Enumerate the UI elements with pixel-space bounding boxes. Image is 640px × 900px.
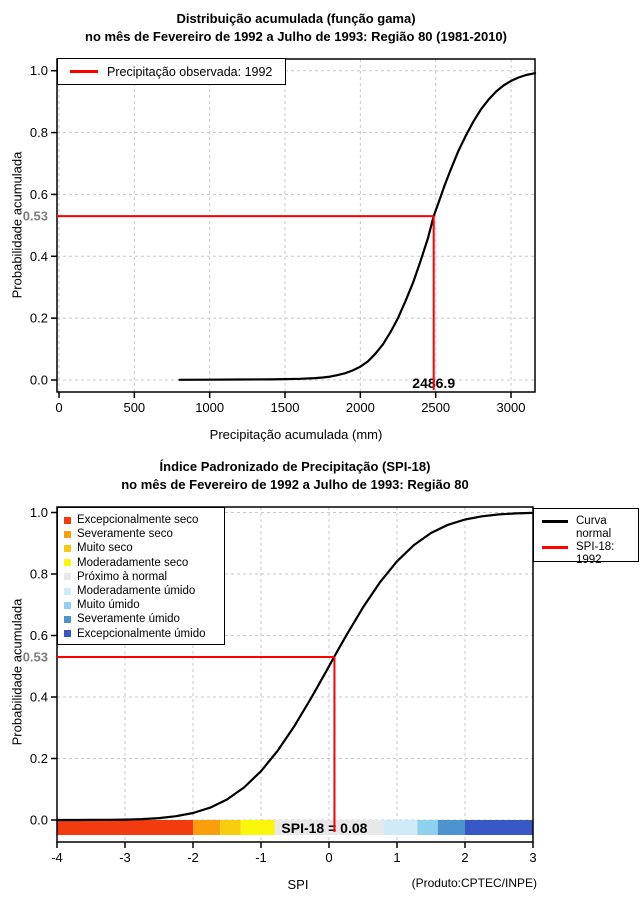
x-tick-label: 1 [393,850,400,865]
x-tick-label: -2 [187,850,199,865]
category-color-swatch [64,601,71,609]
bottom-chart-title: Índice Padronizado de Precipitação (SPI-… [159,459,431,474]
y-tick-label: 0.4 [30,249,48,264]
x-tick-label: 2 [461,850,468,865]
x-tick-label: -1 [255,850,267,865]
spi-line-sample [542,546,568,549]
y-tick-label: 0.2 [30,311,48,326]
y-tick-label: 1.0 [30,505,48,520]
category-label: Moderadamente seco [77,556,189,569]
x-tick-label: 0 [55,400,62,415]
category-color-swatch [64,544,71,552]
category-legend-item: Excepcionalmente seco [64,513,224,527]
category-bar-segment [417,820,438,835]
top-chart-subtitle: no mês de Fevereiro de 1992 a Julho de 1… [85,29,507,44]
y-tick-label: 0.0 [30,373,48,388]
category-bar-segment [240,820,275,835]
category-bar-segment [57,820,193,835]
y-tick-label: 1.0 [30,63,48,78]
normal-curve-sample [542,520,568,523]
category-legend-item: Próximo à normal [64,570,224,584]
spi-categories-legend: Excepcionalmente seco Severamente seco Mui… [57,507,225,645]
category-label: Próximo à normal [77,570,168,583]
bottom-chart-line-legend: Curva normal SPI-18: 1992 [533,508,639,566]
marker-value-annotation: SPI-18 = 0.08 [281,820,367,836]
cdf-curve [55,511,535,822]
top-chart-legend: Precipitação observada: 1992 [57,58,286,85]
category-label: Moderadamente úmido [77,585,196,598]
category-color-swatch [64,559,71,567]
category-legend-item: Severamente seco [64,527,224,541]
y-tick-label: 0.2 [30,751,48,766]
bottom-chart-xlabel: SPI [287,877,309,892]
y-tick-label: 0.8 [30,567,48,582]
probability-marker-label: 0.53 [23,209,48,224]
category-color-swatch [64,630,71,638]
category-color-swatch [64,516,71,524]
category-bar-segment [193,820,221,835]
x-tick-label: 3 [529,850,536,865]
category-bar-segment [437,820,465,835]
top-chart-legend-label: Precipitação observada: 1992 [107,64,273,79]
x-tick-label: -3 [119,850,131,865]
line-legend-item: Curva normal [534,515,638,541]
y-tick-label: 0.6 [30,187,48,202]
line-legend-label: Curva normal [576,515,612,540]
producer-credit: (Produto:CPTEC/INPE) [411,876,537,890]
y-tick-label: 0.8 [30,125,48,140]
category-bar-segment [465,820,533,835]
category-color-swatch [64,615,71,623]
x-tick-label: -4 [51,850,63,865]
x-tick-label: 3000 [497,400,526,415]
category-label: Muito úmido [77,599,140,612]
category-color-swatch [64,587,71,595]
category-color-swatch [64,573,71,581]
bottom-chart-ylabel: Probabilidade acumulada [9,598,25,746]
category-legend-item: Excepcionalmente úmido [64,627,224,641]
category-legend-item: Muito seco [64,541,224,555]
category-legend-item: Muito úmido [64,598,224,612]
top-chart-xlabel: Precipitação acumulada (mm) [209,427,383,442]
category-color-swatch [64,530,71,538]
line-legend-item: SPI-18: 1992 [534,541,638,567]
top-chart-title: Distribuição acumulada (função gama) [176,11,416,26]
category-bar-segment [220,820,241,835]
bottom-chart-subtitle: no mês de Fevereiro de 1992 a Julho de 1… [121,477,469,492]
x-tick-label: 0 [325,850,332,865]
probability-marker-label: 0.53 [23,650,48,665]
category-label: Excepcionalmente úmido [77,627,206,640]
cdf-curve [178,72,537,381]
top-chart-title-block: Distribuição acumulada (função gama) no … [57,10,535,46]
plot-frame [56,506,534,843]
x-tick-label: 500 [123,400,145,415]
y-tick-label: 0.6 [30,628,48,643]
category-bar-segment [274,820,384,835]
category-legend-item: Severamente úmido [64,612,224,626]
top-chart-ylabel: Probabilidade acumulada [9,151,25,299]
category-legend-item: Moderadamente úmido [64,584,224,598]
category-label: Severamente úmido [77,613,180,626]
red-line-sample [70,70,98,73]
line-legend-label: SPI-18: 1992 [576,541,615,566]
category-label: Muito seco [77,542,133,555]
y-tick-label: 0.0 [30,813,48,828]
category-label: Severamente seco [77,528,173,541]
x-tick-label: 1000 [195,400,224,415]
x-tick-label: 2000 [346,400,375,415]
bottom-chart-title-block: Índice Padronizado de Precipitação (SPI-… [57,458,533,494]
category-bar-segment [383,820,418,835]
x-tick-label: 1500 [271,400,300,415]
plot-frame [56,58,536,393]
category-legend-item: Moderadamente seco [64,556,224,570]
x-tick-label: 2500 [421,400,450,415]
y-tick-label: 0.4 [30,690,48,705]
category-label: Excepcionalmente seco [77,514,199,527]
